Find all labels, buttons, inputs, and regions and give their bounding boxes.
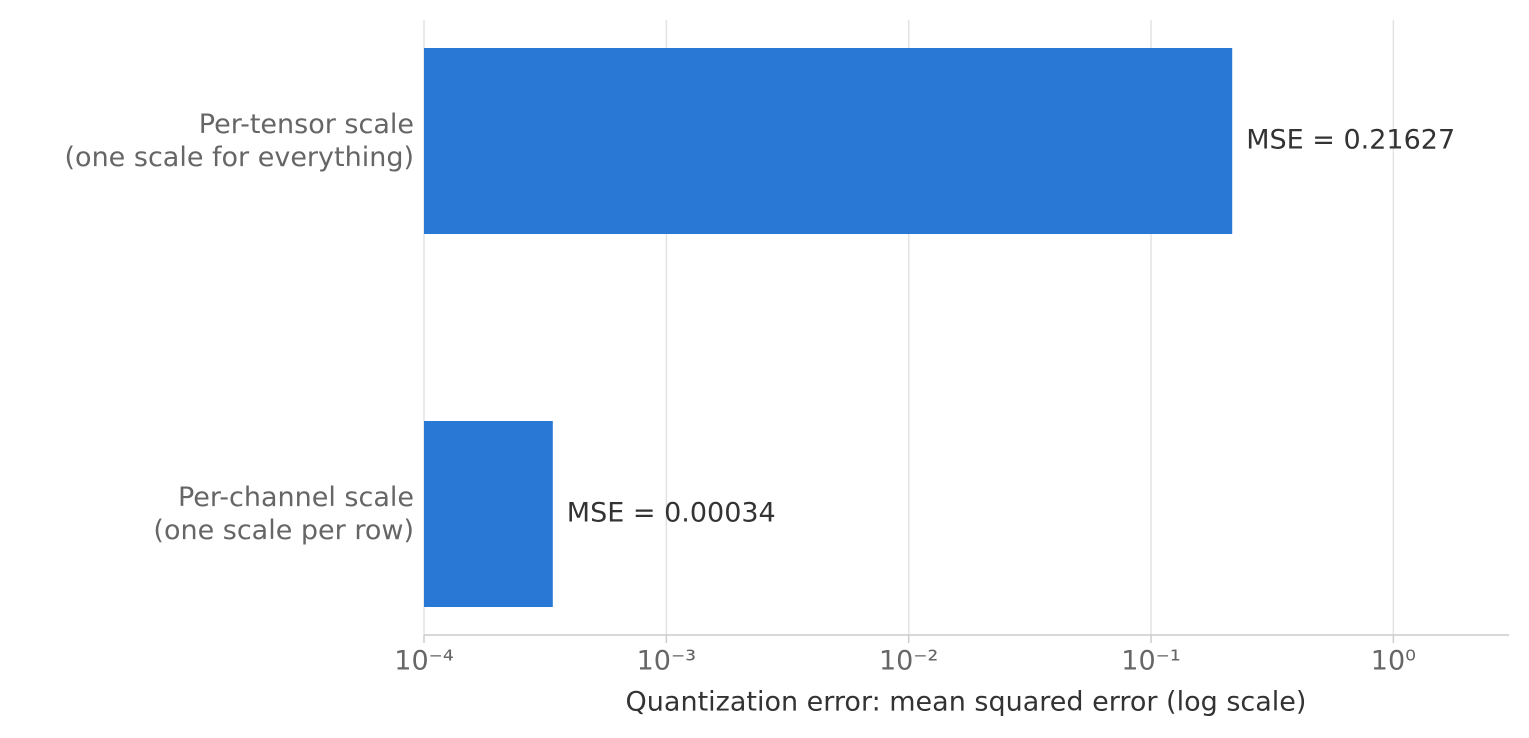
x-tick-label: 10⁻⁴	[394, 646, 453, 677]
category-label: Per-tensor scale (one scale for everythi…	[64, 109, 414, 173]
bar	[424, 421, 553, 607]
x-tick-label: 10⁻²	[879, 646, 938, 677]
x-tick-label: 10⁻¹	[1121, 646, 1180, 677]
value-label: MSE = 0.00034	[567, 498, 776, 529]
x-tick-label: 10⁻³	[637, 646, 696, 677]
category-label: Per-channel scale (one scale per row)	[153, 482, 414, 546]
x-tick-label: 10⁰	[1371, 646, 1416, 677]
x-axis-label: Quantization error: mean squared error (…	[626, 687, 1307, 718]
bar	[424, 48, 1233, 234]
value-label: MSE = 0.21627	[1246, 125, 1455, 156]
